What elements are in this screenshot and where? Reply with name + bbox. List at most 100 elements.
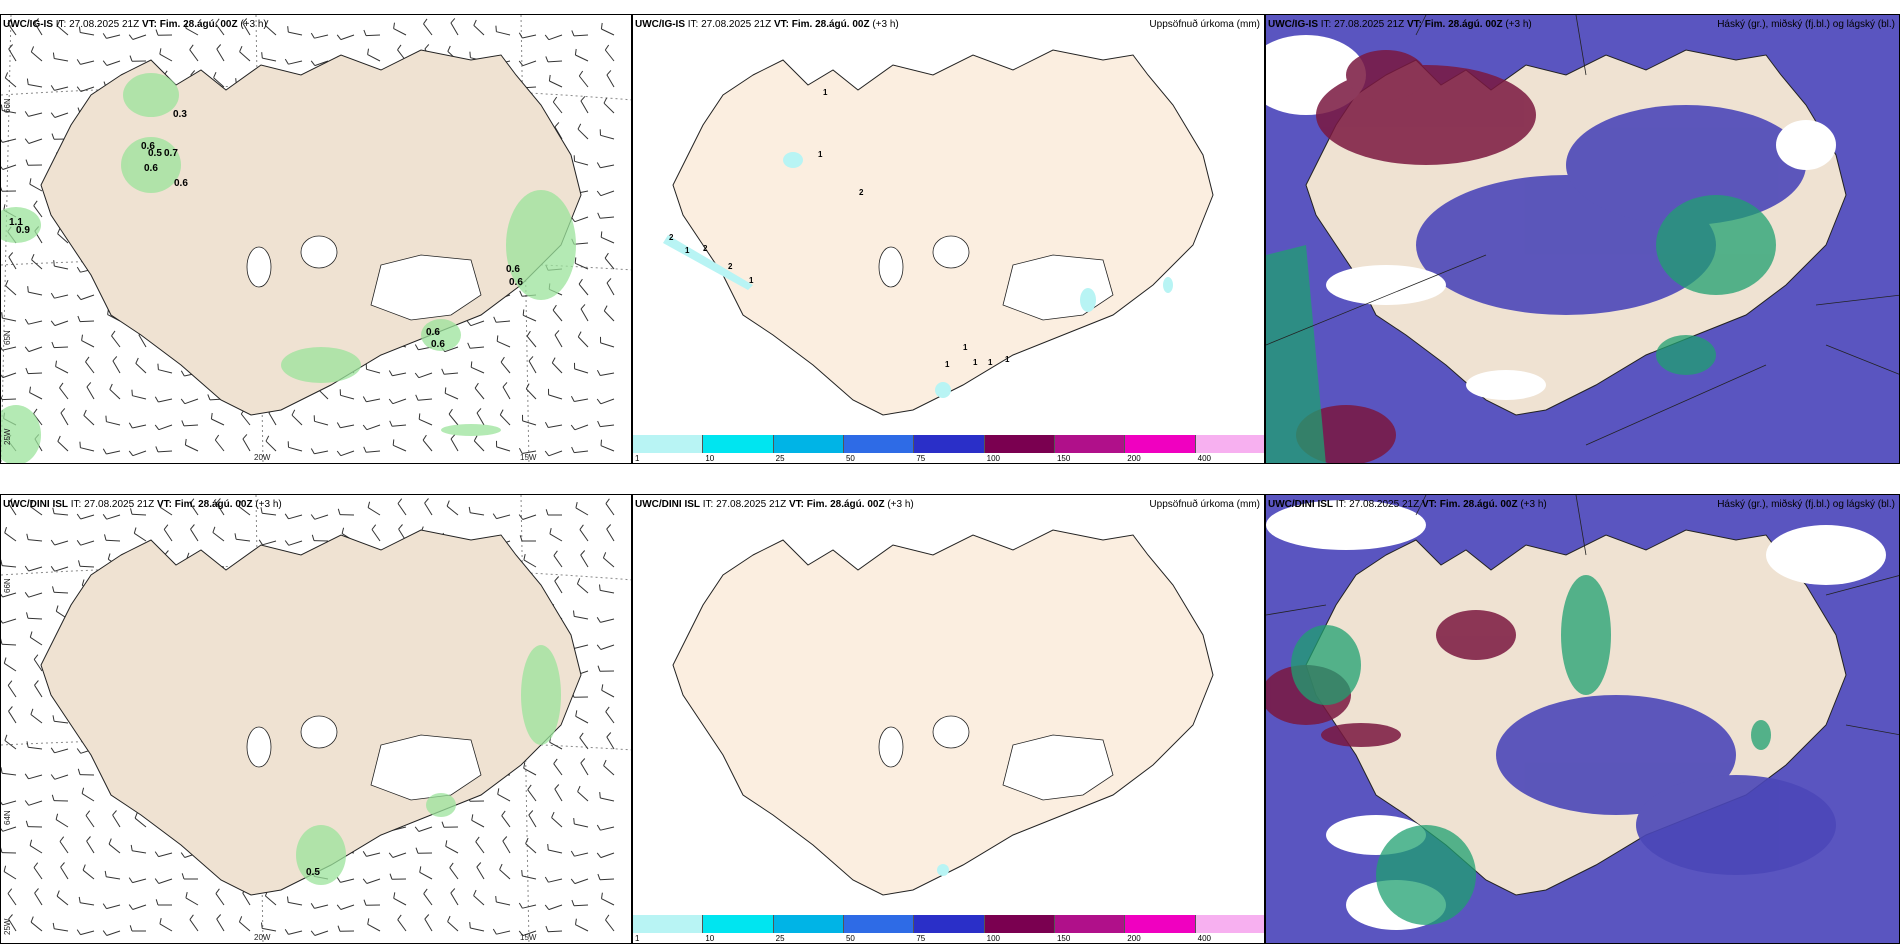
wind-barb [27,372,43,375]
wind-barb [578,75,589,88]
wind-barb [291,414,303,426]
wind-barb-flag [102,448,107,455]
wind-barb [105,539,121,542]
wind-barb-flag [53,260,55,267]
value-label: 1 [685,246,690,255]
wind-barb-flag [50,320,56,326]
wind-barb-flag [518,930,524,936]
wind-barb-flag [24,773,29,780]
colorbar-label: 10 [705,934,715,943]
wind-barb [2,618,17,624]
wind-barb-flag [154,424,160,431]
wind-barb [575,924,589,932]
wind-barb-flag [552,304,557,311]
lead-time: (+3 h) [872,19,899,30]
wind-barb-flag [596,824,601,831]
wind-barb [574,852,589,857]
wind-barb-flag [579,524,584,530]
wind-barb [553,763,563,776]
lat-label-65n: 65N [3,330,12,345]
wind-barb [80,294,95,301]
wind-barb-flag [1,847,3,853]
wind-barb-flag [157,363,159,370]
wind-barb-flag [597,665,601,672]
wind-barb-flag [571,899,575,906]
wind-barb [262,927,277,932]
wind-barb-flag [284,540,290,546]
wind-barb [604,257,615,270]
wind-barb-flag [497,788,500,795]
wind-barb-flag [449,862,454,868]
lead-time: (+3 h) [255,499,282,510]
wind-barb [2,164,17,170]
wind-barb [190,528,199,542]
wind-barb [240,413,251,426]
wind-barb [548,878,563,883]
wind-barb [134,817,147,828]
wind-barb-flag [575,918,577,925]
wind-barb [79,320,95,323]
wind-barb [574,398,589,402]
wind-barb [470,320,485,327]
wind-barb [80,32,95,36]
wind-barb [553,555,563,568]
wind-barb-flag [423,18,428,25]
wind-barb-flag [363,29,367,36]
wind-barb-flag [29,839,33,846]
colorbar-segment [1195,435,1264,453]
wind-barb-flag [77,315,81,322]
wind-barb-flag [50,112,56,118]
precip-colorbar [633,915,1264,933]
value-label: 1.1 [9,217,23,228]
wind-barb [132,395,147,400]
wind-barb [216,502,225,516]
colorbar-label: 150 [1056,934,1071,943]
wind-barb-flag [129,55,133,62]
wind-barb [600,342,615,348]
wind-barb-flag [544,421,549,428]
wind-barb [340,34,355,41]
wind-barb-flag [154,851,159,857]
wind-barb-flag [441,821,445,828]
wind-barb [449,867,459,880]
wind-barb [554,126,563,140]
wind-barb-flag [388,398,394,405]
wind-barb [106,876,121,880]
wind-barb-flag [238,916,243,923]
wind-barb [393,28,407,36]
wind-barb [33,867,43,880]
field-title: Uppsöfnuð úrkoma (mm) [1149,499,1260,510]
wind-barb [158,878,173,884]
wind-barb [28,800,43,806]
wind-barb-flag [310,903,315,909]
wind-barb-flag [76,294,82,300]
wind-barb [551,362,563,374]
lon-label-25w: 25W [3,428,12,445]
wind-barb-flag [159,48,162,55]
wind-barb-flag [554,330,560,336]
wind-barb-flag [523,762,526,769]
wind-barb [54,320,69,327]
wind-barb [444,372,459,375]
wind-barb-flag [163,524,169,530]
wind-barb [8,48,17,62]
colorbar-label: 25 [775,454,785,463]
wind-barb [4,77,17,88]
wind-barb [314,420,329,426]
wind-barb-flag [4,72,9,79]
wind-barb-flag [52,715,55,722]
wind-barb-flag [552,96,558,103]
wind-barb-flag [180,370,185,377]
wind-barb-flag [57,228,61,234]
wind-barb [28,112,43,117]
wind-barb [366,424,381,431]
wind-barb-flag [105,415,107,422]
wind-barb [574,262,589,270]
panel-title: UWC/IG-IS IT: 27.08.2025 21Z VT: Fim. 28… [1268,19,1532,30]
wind-barb [131,513,147,516]
wind-barb [288,60,303,65]
wind-barb-flag [336,422,341,428]
lead-time: (+3 h) [1520,499,1547,510]
wind-barb-flag [78,560,81,567]
wind-barb [603,765,615,776]
